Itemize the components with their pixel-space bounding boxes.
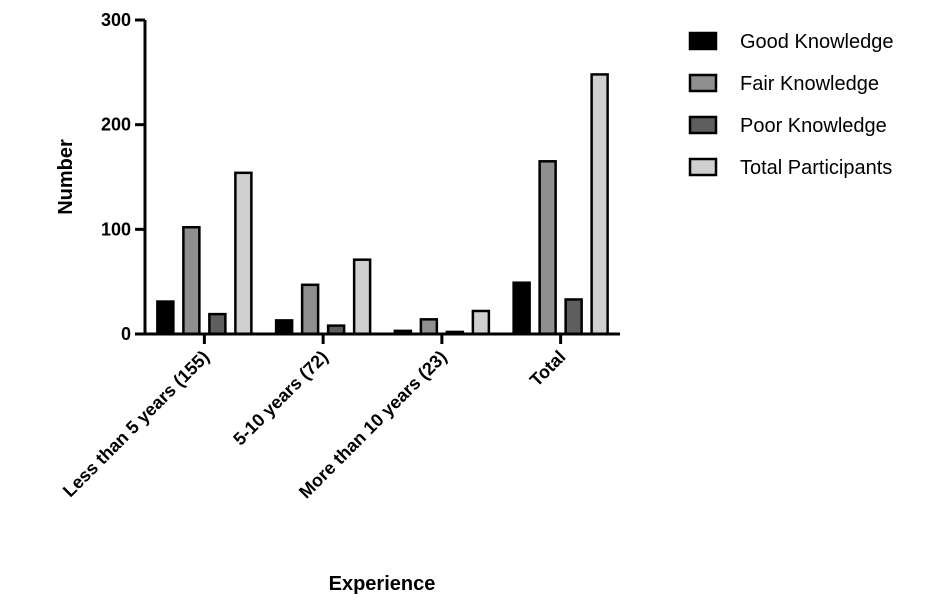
y-axis-label: Number: [55, 139, 77, 215]
bar: [352, 258, 372, 336]
bar: [419, 318, 439, 336]
legend: Good Knowledge Fair Knowledge Poor Knowled…: [688, 31, 893, 179]
bar: [512, 281, 531, 336]
y-tick-label: 0: [121, 324, 131, 344]
legend-label: Fair Knowledge: [740, 73, 879, 95]
bar: [538, 160, 557, 336]
y-tick-label: 300: [101, 10, 131, 30]
x-axis-label: Experience: [329, 573, 436, 595]
bar: [156, 300, 175, 336]
bar: [590, 73, 609, 336]
bar: [471, 309, 491, 336]
y-tick-label: 100: [101, 219, 131, 239]
legend-label: Total Participants: [740, 157, 892, 179]
x-tick-label: Less than 5 years (155): [59, 347, 213, 501]
bar: [300, 283, 320, 336]
bar: [564, 298, 583, 336]
plot-area: [156, 73, 609, 336]
legend-swatch: [688, 157, 718, 177]
bar: [182, 225, 201, 336]
legend-swatch: [688, 73, 718, 93]
x-axis-ticks: Less than 5 years (155) 5-10 years (72)Mo…: [59, 334, 569, 502]
y-tick-label: 200: [101, 115, 131, 135]
bar: [208, 312, 227, 336]
bar: [274, 319, 294, 336]
bar: [234, 171, 253, 336]
x-tick-label: Total: [526, 347, 570, 391]
legend-label: Good Knowledge: [740, 31, 893, 53]
legend-swatch: [688, 115, 718, 135]
x-tick-label: 5-10 years (72): [229, 347, 332, 450]
legend-swatch: [688, 31, 718, 51]
legend-label: Poor Knowledge: [740, 115, 887, 137]
y-axis-ticks: 0 100 200 300: [101, 10, 145, 344]
axes: [143, 20, 620, 336]
